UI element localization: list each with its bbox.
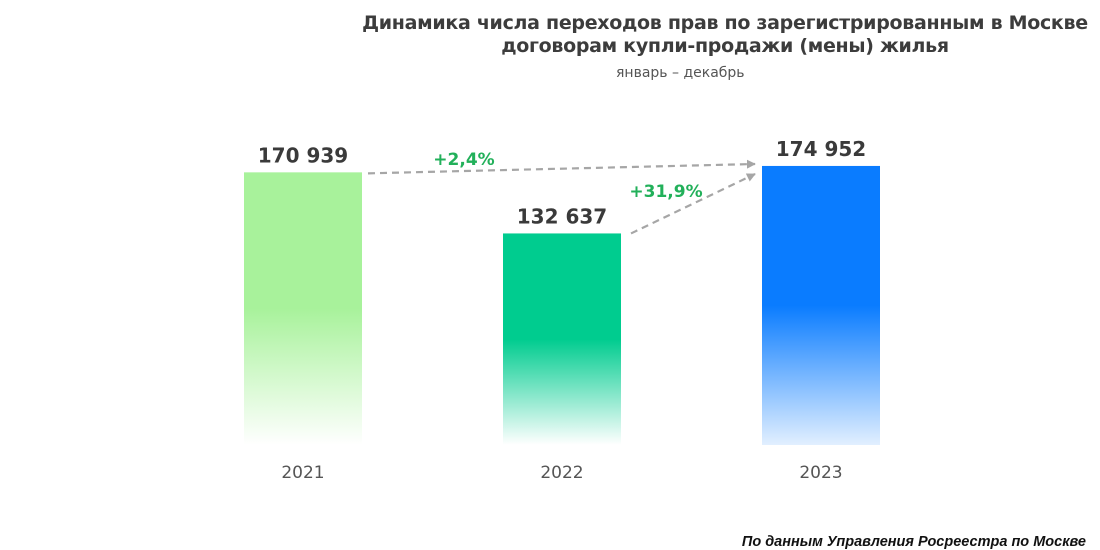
source-note: По данным Управления Росреестра по Москв… [741,534,1086,550]
arrow-2021-2023 [367,159,756,175]
category-label-2022: 2022 [540,463,583,483]
chart-subtitle: январь – декабрь [616,65,745,81]
category-label-2021: 2021 [281,463,324,483]
value-label-2023: 174 952 [776,137,866,161]
annotation-growth-2022-2023: +31,9% [629,182,702,202]
arrow-2022-2023 [630,173,756,235]
bar-2021 [244,172,362,445]
chart-title-line-1: Динамика числа переходов прав по зарегис… [362,12,1088,34]
bar-2023 [762,165,880,446]
category-label-2023: 2023 [799,463,842,483]
annotation-growth-2021-2023: +2,4% [433,150,494,170]
chart-title: Динамика числа переходов прав по зарегис… [200,12,1100,58]
chart-title-line-2: договорам купли-продажи (мены) жилья [501,35,949,57]
bar-2022 [503,233,621,445]
value-label-2021: 170 939 [258,143,348,167]
value-label-2022: 132 637 [517,204,607,228]
